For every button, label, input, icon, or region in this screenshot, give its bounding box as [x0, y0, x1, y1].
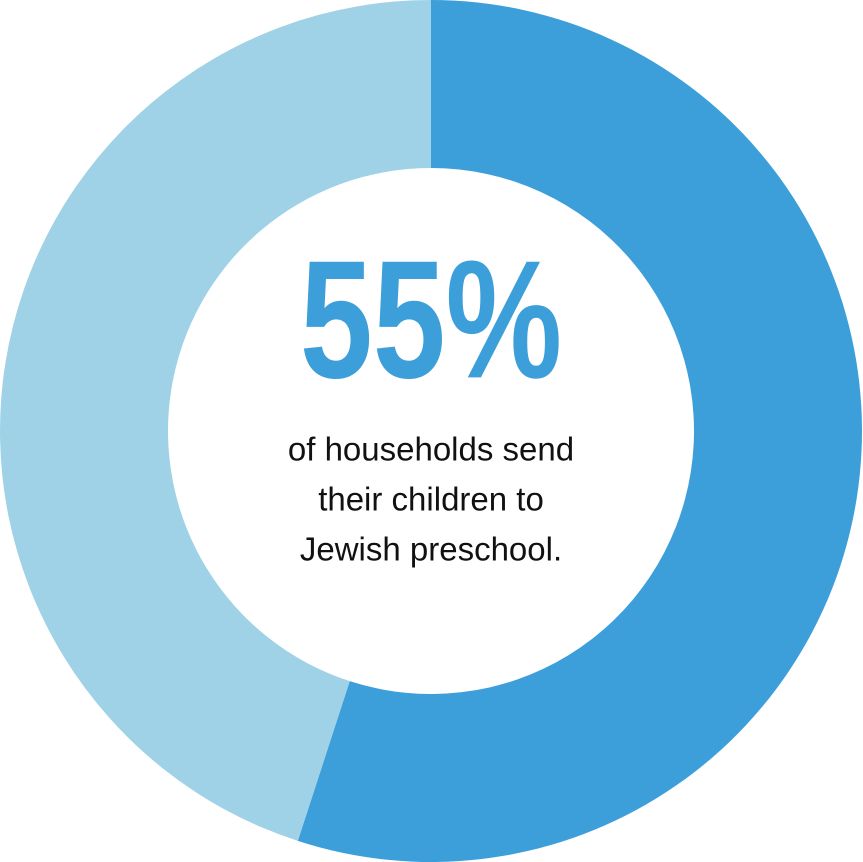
value-label: 55%: [300, 226, 562, 413]
annotation-line: of households send: [288, 431, 574, 468]
donut-segment: [0, 0, 432, 841]
annotation-line: Jewish preschool.: [300, 531, 562, 568]
annotation-line: their children to: [318, 481, 544, 518]
donut-segment: [297, 0, 862, 862]
